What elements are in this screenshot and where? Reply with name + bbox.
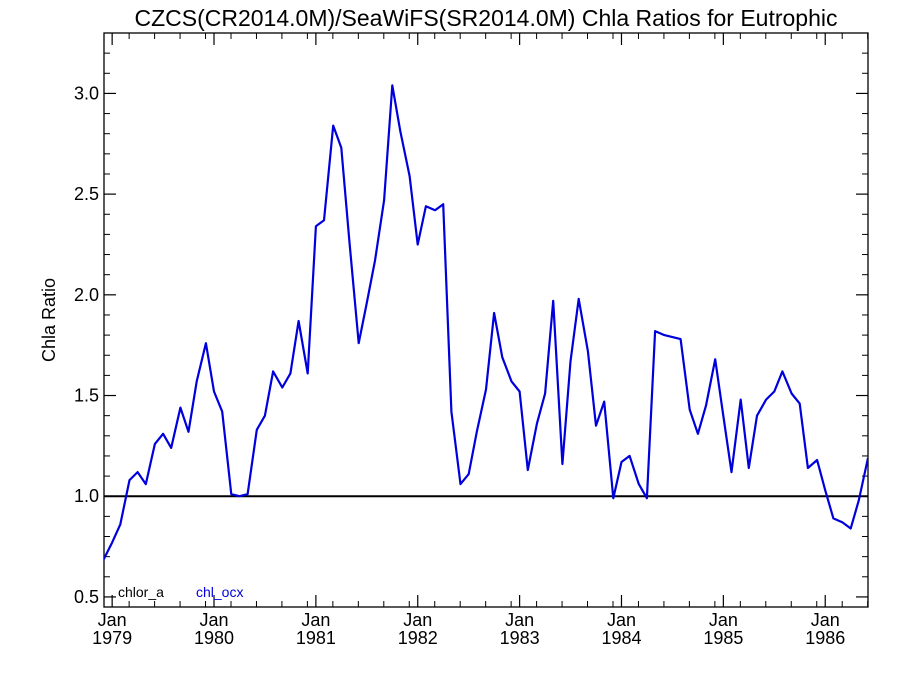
x-ticks: Jan1979Jan1980Jan1981Jan1982Jan1983Jan19…	[92, 33, 869, 648]
x-tick-label-month: Jan	[505, 610, 534, 630]
legend-entry-chl-ocx: chl_ocx	[196, 584, 243, 600]
x-tick-label-year: 1983	[500, 628, 540, 648]
legend-entry-chlor-a: chlor_a	[118, 584, 164, 600]
x-tick-label-year: 1981	[296, 628, 336, 648]
x-tick-label-month: Jan	[301, 610, 330, 630]
x-tick-label-month: Jan	[709, 610, 738, 630]
x-tick-label-month: Jan	[200, 610, 229, 630]
x-tick-label-year: 1982	[398, 628, 438, 648]
series-layer	[104, 84, 868, 561]
x-tick-label-year: 1980	[194, 628, 234, 648]
y-tick-label: 3.0	[74, 83, 99, 103]
x-tick-label-year: 1979	[92, 628, 132, 648]
x-tick-label-month: Jan	[403, 610, 432, 630]
x-tick-label-year: 1986	[805, 628, 845, 648]
legend: chlor_a chl_ocx	[118, 584, 243, 600]
plot-frame	[103, 32, 869, 608]
y-tick-label: 2.5	[74, 184, 99, 204]
x-tick-label-month: Jan	[98, 610, 127, 630]
y-tick-label: 1.0	[74, 486, 99, 506]
y-tick-label: 2.0	[74, 285, 99, 305]
y-tick-label: 0.5	[74, 587, 99, 607]
y-tick-label: 1.5	[74, 386, 99, 406]
series-line-chl-ocx	[104, 84, 868, 561]
x-tick-label-year: 1984	[601, 628, 641, 648]
x-tick-label-month: Jan	[811, 610, 840, 630]
y-ticks: 0.5 1.0 1.5 2.0 2.5 3.0	[74, 52, 868, 607]
x-tick-label-month: Jan	[607, 610, 636, 630]
x-tick-label-year: 1985	[703, 628, 743, 648]
chart-title: CZCS(CR2014.0M)/SeaWiFS(SR2014.0M) Chla …	[134, 5, 837, 31]
y-axis-label: Chla Ratio	[39, 278, 59, 362]
